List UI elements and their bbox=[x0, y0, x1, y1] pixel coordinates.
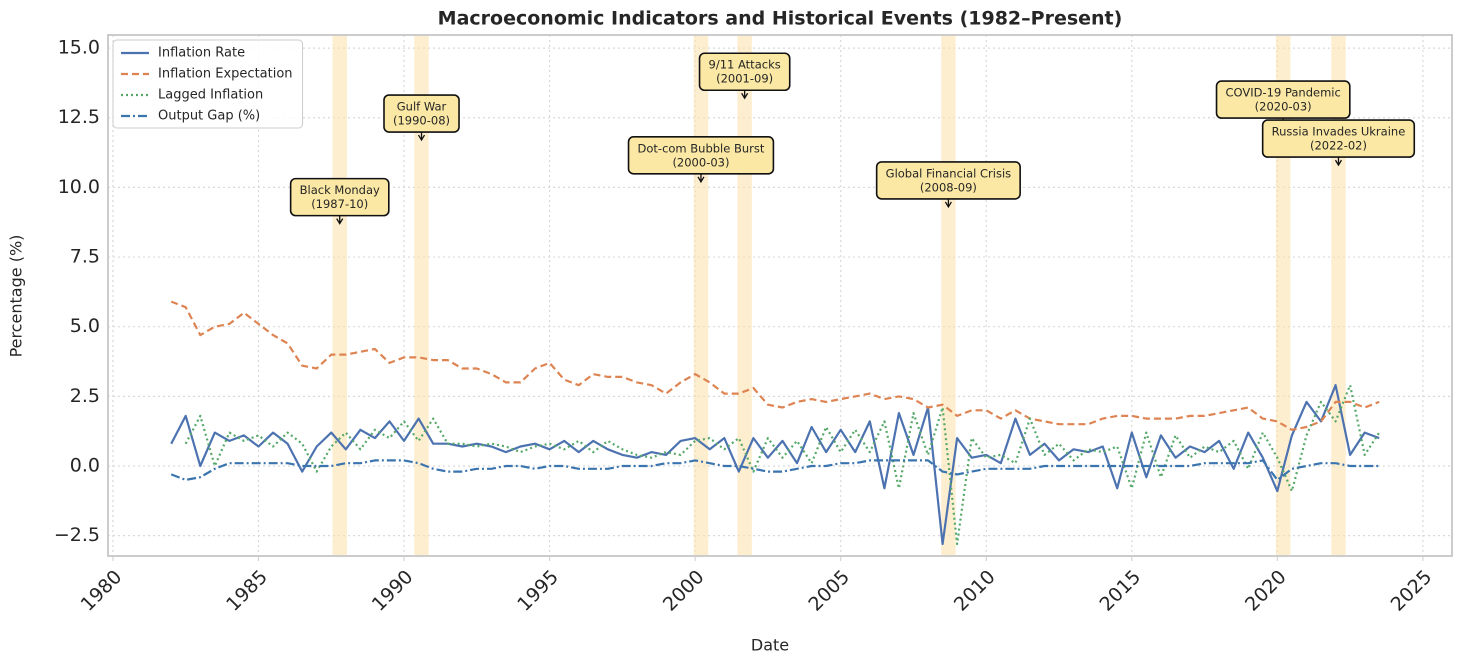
annotation-label: Gulf War bbox=[397, 100, 447, 114]
legend-label: Inflation Expectation bbox=[158, 67, 293, 82]
annotation-date: (2008-09) bbox=[920, 180, 977, 194]
annotation-date: (2001-09) bbox=[716, 72, 773, 86]
annotation-date: (1987-10) bbox=[311, 197, 368, 211]
event-span bbox=[737, 35, 752, 556]
series-line bbox=[184, 384, 1381, 546]
event-span bbox=[941, 35, 956, 556]
annotation: Dot-com Bubble Burst(2000-03) bbox=[627, 136, 775, 184]
event-span bbox=[332, 35, 347, 556]
annotation-label: Russia Invades Ukraine bbox=[1272, 125, 1406, 139]
event-span bbox=[693, 35, 709, 556]
plot-frame bbox=[107, 34, 1453, 557]
x-tick-label: 2000 bbox=[659, 566, 709, 616]
annotation: 9/11 Attacks(2001-09) bbox=[698, 52, 791, 100]
series-line bbox=[170, 459, 1380, 481]
annotation: Black Monday(1987-10) bbox=[289, 177, 390, 225]
annotation-box bbox=[1261, 119, 1416, 158]
y-tick-label: 10.0 bbox=[58, 176, 100, 198]
annotation-arrow bbox=[944, 198, 952, 209]
x-tick-label: 2010 bbox=[950, 566, 1000, 616]
annotation-arrow bbox=[741, 90, 749, 100]
annotation-date: (2020-03) bbox=[1255, 100, 1312, 114]
annotation-label: 9/11 Attacks bbox=[709, 58, 781, 72]
annotation-arrow bbox=[417, 132, 426, 142]
x-tick-label: 2005 bbox=[804, 566, 854, 616]
annotation-date: (2000-03) bbox=[672, 155, 729, 169]
y-tick-label: 12.5 bbox=[58, 106, 100, 128]
x-tick-label: 2025 bbox=[1387, 566, 1437, 616]
y-tick-label: 0.0 bbox=[70, 455, 100, 477]
annotation-label: Global Financial Crisis bbox=[886, 166, 1011, 180]
annotation-arrow bbox=[1334, 157, 1343, 167]
chart-title: Macroeconomic Indicators and Historical … bbox=[438, 8, 1123, 30]
legend-label: Inflation Rate bbox=[158, 46, 245, 61]
x-tick-label: 1980 bbox=[77, 566, 127, 616]
annotation-label: Black Monday bbox=[300, 183, 380, 197]
annotation: COVID-19 Pandemic(2020-03) bbox=[1215, 80, 1351, 128]
event-span bbox=[1331, 35, 1346, 556]
annotation-date: (2022-02) bbox=[1310, 139, 1367, 153]
y-tick-label: −2.5 bbox=[54, 524, 100, 546]
legend-label: Output Gap (%) bbox=[158, 109, 260, 124]
annotation-label: Dot-com Bubble Burst bbox=[638, 141, 765, 155]
y-tick-label: 5.0 bbox=[70, 315, 100, 337]
series-line bbox=[170, 300, 1380, 431]
x-tick-label: 1995 bbox=[513, 566, 563, 616]
annotation-label: COVID-19 Pandemic bbox=[1226, 86, 1341, 100]
y-tick-label: 15.0 bbox=[58, 37, 100, 59]
y-axis-label: Percentage (%) bbox=[7, 235, 26, 358]
annotation: Global Financial Crisis(2008-09) bbox=[875, 161, 1021, 209]
legend-label: Lagged Inflation bbox=[158, 88, 263, 103]
annotation-date: (1990-08) bbox=[393, 114, 450, 128]
annotation-arrow bbox=[697, 173, 705, 184]
x-tick-label: 2020 bbox=[1241, 566, 1291, 616]
event-span bbox=[414, 35, 429, 556]
y-tick-label: 2.5 bbox=[70, 385, 100, 407]
y-tick-label: 7.5 bbox=[70, 246, 100, 268]
annotation: Russia Invades Ukraine(2022-02) bbox=[1261, 119, 1416, 167]
x-tick-label: 1990 bbox=[368, 566, 418, 616]
annotation: Gulf War(1990-08) bbox=[383, 94, 460, 142]
x-tick-label: 1985 bbox=[222, 566, 272, 616]
legend-box bbox=[112, 39, 304, 129]
x-axis-label: Date bbox=[751, 636, 789, 655]
x-tick-label: 2015 bbox=[1095, 566, 1145, 616]
annotation-arrow bbox=[336, 215, 344, 225]
